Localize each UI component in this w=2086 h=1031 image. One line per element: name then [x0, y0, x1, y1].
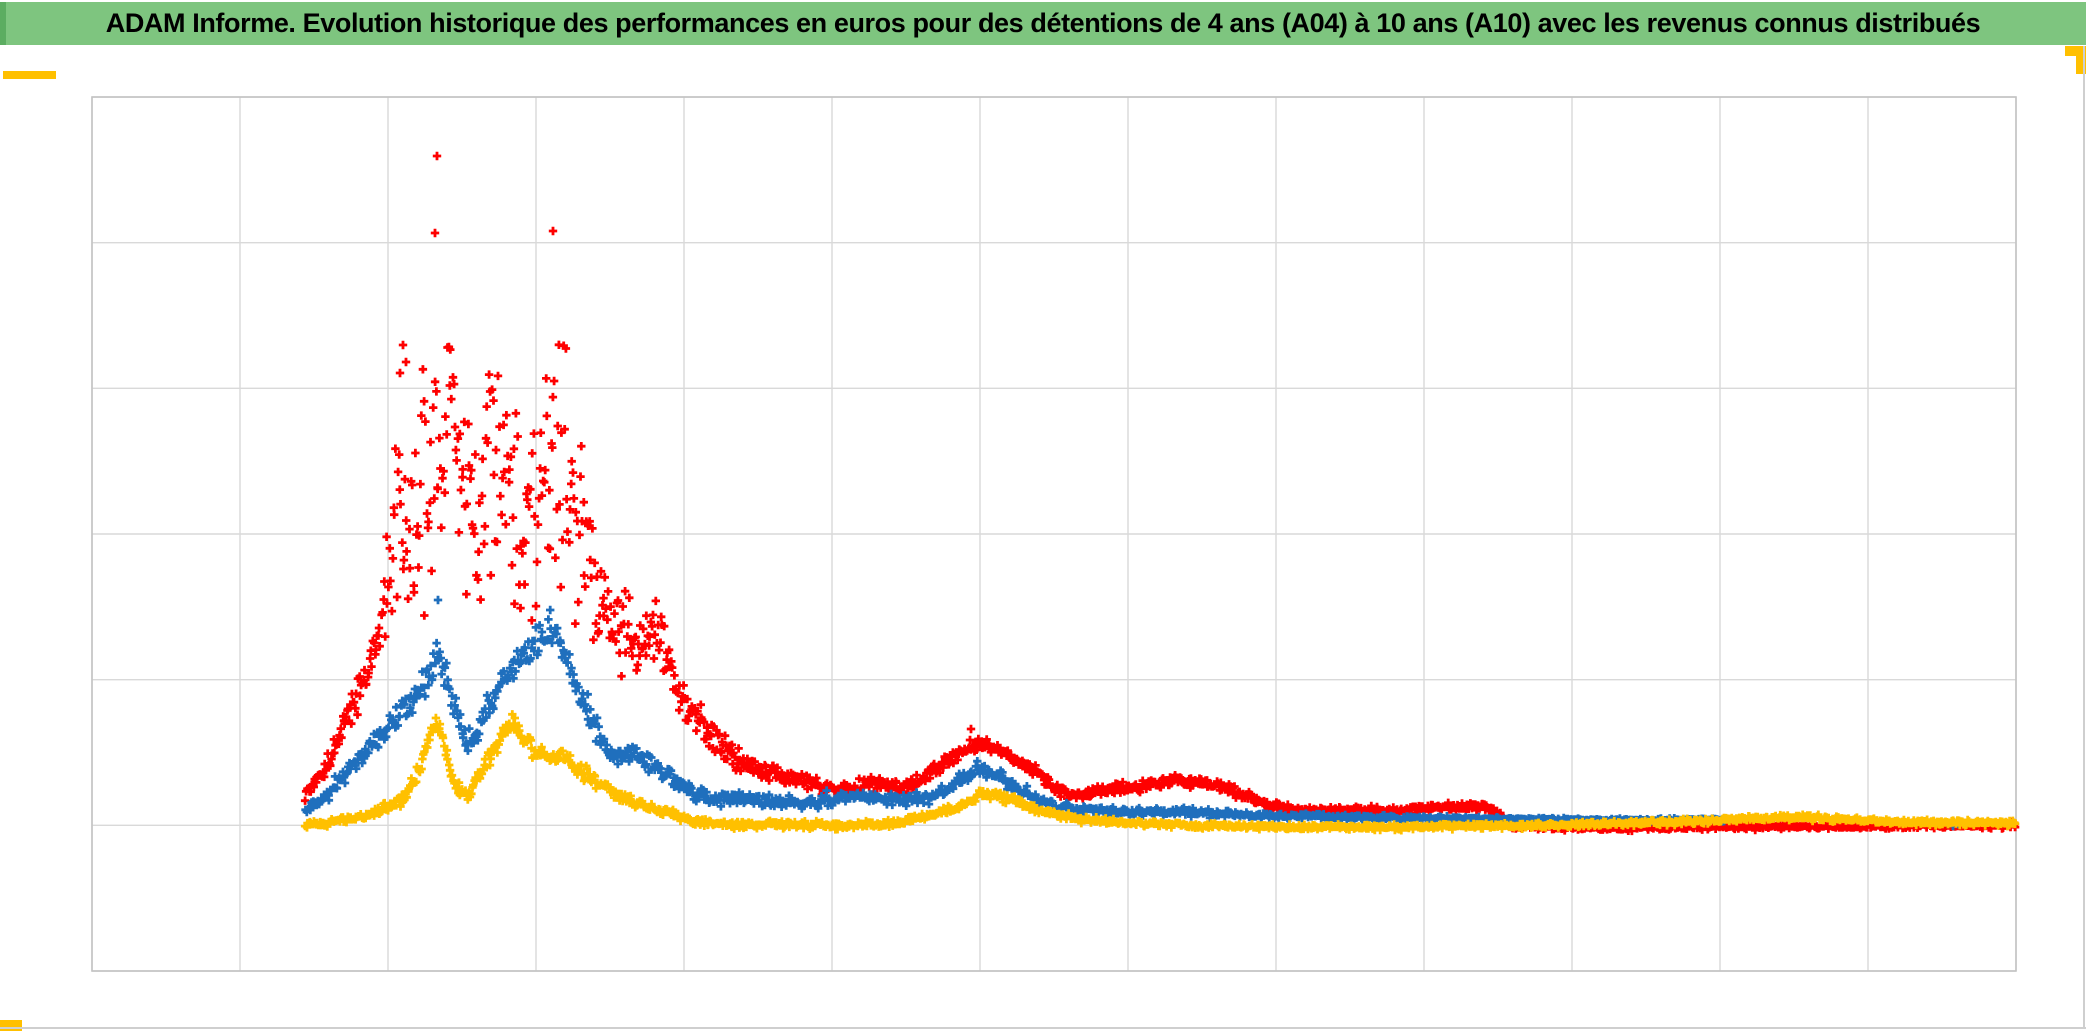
- title-bar-accent: [0, 2, 6, 45]
- corner-marker-top-right-vertical: [2076, 46, 2086, 74]
- title-bar: ADAM Informe. Evolution historique des p…: [0, 2, 2086, 45]
- corner-marker-top-left: [3, 71, 56, 79]
- frame-edge-bottom: [0, 1027, 2086, 1029]
- page-title: ADAM Informe. Evolution historique des p…: [105, 8, 1981, 38]
- corner-marker-top-right-horizontal: [2065, 46, 2086, 56]
- corner-marker-bottom-left: [0, 1020, 22, 1031]
- frame-edge-right: [2083, 46, 2085, 1028]
